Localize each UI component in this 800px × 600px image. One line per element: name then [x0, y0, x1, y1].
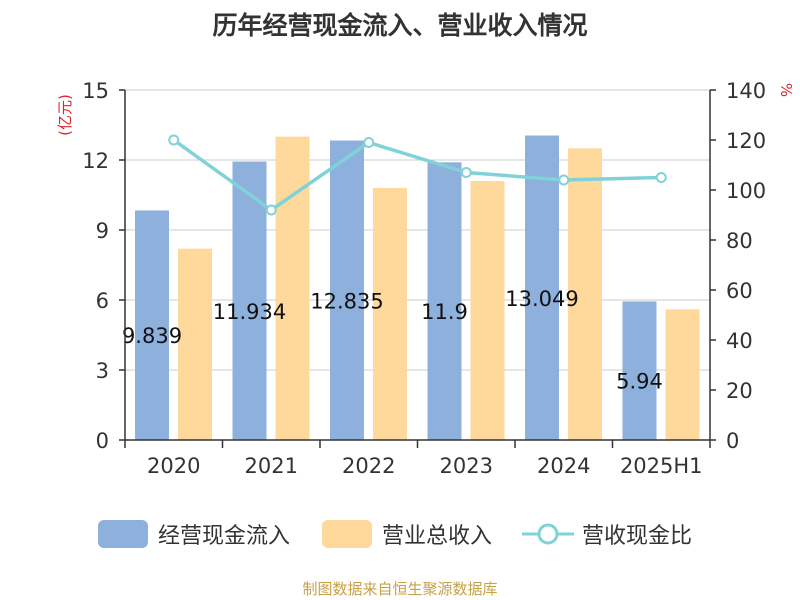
- y-right-tick-label: 40: [726, 329, 753, 353]
- x-tick-label: 2021: [245, 454, 298, 478]
- ratio-point: [168, 134, 180, 146]
- y-left-axis-title: (亿元): [56, 94, 74, 136]
- bar-cash-inflow: [330, 140, 364, 440]
- bar-cash-inflow: [232, 161, 267, 441]
- bar-revenue: [373, 188, 407, 440]
- y-right-axis-title: %: [777, 83, 795, 97]
- legend-item-revenue[interactable]: 营业总收入: [322, 518, 492, 550]
- x-tick-label: 2020: [147, 454, 200, 478]
- legend-swatch-revenue: [322, 520, 372, 548]
- y-right-tick-label: 140: [726, 79, 766, 103]
- legend-label-cash: 经营现金流入: [158, 524, 291, 549]
- axes: 0 3 6 9 12 15 0 20 40 60 80 100 120 140 (亿元)% 2020 2021 2…: [56, 79, 795, 478]
- ratio-point: [265, 204, 277, 216]
- data-label-cash-inflow: 9.839: [122, 324, 182, 348]
- bar-cash-inflow: [135, 210, 169, 440]
- legend-swatch-cash: [98, 520, 148, 548]
- y-left-tick-label: 15: [82, 79, 109, 103]
- ratio-line: [168, 134, 667, 216]
- y-right-tick-label: 0: [726, 429, 739, 453]
- data-label-cash-inflow: 11.934: [213, 300, 286, 324]
- bars: [135, 135, 700, 441]
- data-label-cash-inflow: 5.94: [616, 370, 663, 394]
- bar-revenue: [568, 148, 602, 441]
- ratio-point: [655, 172, 667, 183]
- data-label-cash-inflow: 13.049: [505, 287, 578, 311]
- y-right-tick-label: 120: [726, 129, 766, 153]
- legend-line-marker-icon: [522, 523, 574, 545]
- bar-revenue: [275, 136, 310, 440]
- data-label-cash-inflow: 11.9: [421, 300, 468, 324]
- ratio-point: [558, 174, 570, 186]
- x-tick-label: 2022: [342, 454, 395, 478]
- legend-label-ratio: 营收现金比: [582, 524, 693, 549]
- data-label-cash-inflow: 12.835: [310, 289, 383, 313]
- legend-label-revenue: 营业总收入: [382, 524, 493, 549]
- y-right-tick-label: 80: [726, 229, 753, 253]
- bar-cash-inflow: [525, 135, 559, 441]
- ratio-line-path: [172, 138, 662, 213]
- legend-item-cash[interactable]: 经营现金流入: [98, 518, 290, 550]
- y-left-tick-label: 3: [96, 359, 109, 383]
- bar-cash-inflow: [622, 301, 657, 440]
- bar-revenue: [178, 248, 212, 440]
- source-note: 制图数据来自恒生聚源数据库: [302, 580, 498, 598]
- bar-revenue: [470, 181, 505, 440]
- ratio-point: [460, 167, 472, 178]
- y-right-tick-label: 60: [726, 279, 753, 303]
- y-left-tick-label: 12: [82, 149, 109, 173]
- ratio-point: [363, 137, 375, 148]
- data-labels: 9.839 11.934 12.835 11.9 13.049 5.94: [122, 287, 663, 394]
- x-tick-label: 2025H1: [620, 454, 703, 478]
- chart-title: 历年经营现金流入、营业收入情况: [212, 11, 588, 40]
- x-tick-label: 2023: [440, 454, 493, 478]
- y-left-tick-label: 0: [96, 429, 109, 453]
- legend-item-ratio[interactable]: 营收现金比: [522, 518, 692, 550]
- y-right-tick-label: 100: [726, 179, 766, 203]
- y-left-tick-label: 9: [96, 219, 109, 243]
- bar-revenue: [665, 309, 700, 440]
- y-right-tick-label: 20: [726, 379, 753, 403]
- bar-cash-inflow: [427, 162, 462, 441]
- y-left-tick-label: 6: [96, 289, 109, 313]
- x-tick-label: 2024: [537, 454, 590, 478]
